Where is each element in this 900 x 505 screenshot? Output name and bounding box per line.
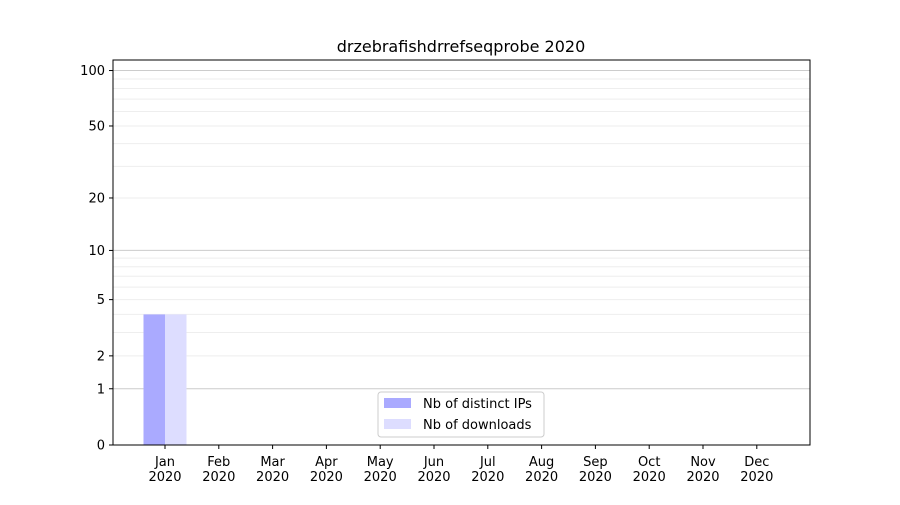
legend-label: Nb of distinct IPs <box>423 397 532 412</box>
bar-distinct-ips <box>143 314 165 445</box>
x-tick-label: Sep <box>583 455 608 470</box>
x-tick-label-year: 2020 <box>148 470 181 485</box>
x-tick-label-year: 2020 <box>364 470 397 485</box>
x-tick-label-year: 2020 <box>740 470 773 485</box>
x-tick-label: Mar <box>260 455 285 470</box>
x-tick-label: Dec <box>744 455 769 470</box>
x-tick-label-year: 2020 <box>633 470 666 485</box>
y-tick-label: 10 <box>88 244 105 259</box>
x-tick-label-year: 2020 <box>256 470 289 485</box>
x-tick-label-year: 2020 <box>417 470 450 485</box>
x-tick-label: Nov <box>690 455 716 470</box>
x-tick-label-year: 2020 <box>579 470 612 485</box>
legend-box <box>377 391 545 438</box>
x-tick-label: Oct <box>638 455 660 470</box>
y-tick-label: 2 <box>97 349 105 364</box>
bar-downloads <box>165 314 187 445</box>
plot-frame <box>112 59 811 446</box>
x-tick-label: Jan <box>154 455 175 470</box>
x-tick-label: Jul <box>479 455 496 470</box>
legend: Nb of distinct IPs Nb of downloads <box>377 391 545 438</box>
y-tick-label: 100 <box>80 64 105 79</box>
y-tick-label: 1 <box>97 382 105 397</box>
x-tick-label: May <box>367 455 394 470</box>
legend-swatch <box>384 398 411 408</box>
y-tick-label: 5 <box>97 293 105 308</box>
x-tick-label-year: 2020 <box>202 470 235 485</box>
legend-label: Nb of downloads <box>423 418 532 433</box>
y-tick-label: 20 <box>88 191 105 206</box>
x-tick-label: Feb <box>207 455 230 470</box>
x-tick-label: Apr <box>315 455 338 470</box>
x-tick-label-year: 2020 <box>525 470 558 485</box>
x-tick-label: Aug <box>529 455 554 470</box>
x-tick-label-year: 2020 <box>686 470 719 485</box>
y-tick-label: 50 <box>88 119 105 134</box>
x-tick-label-year: 2020 <box>310 470 343 485</box>
x-tick-label-year: 2020 <box>471 470 504 485</box>
x-tick-label: Jun <box>423 455 444 470</box>
chart-title: drzebrafishdrrefseqprobe 2020 <box>337 37 586 56</box>
y-tick-label: 0 <box>97 439 105 454</box>
legend-swatch <box>384 419 411 429</box>
